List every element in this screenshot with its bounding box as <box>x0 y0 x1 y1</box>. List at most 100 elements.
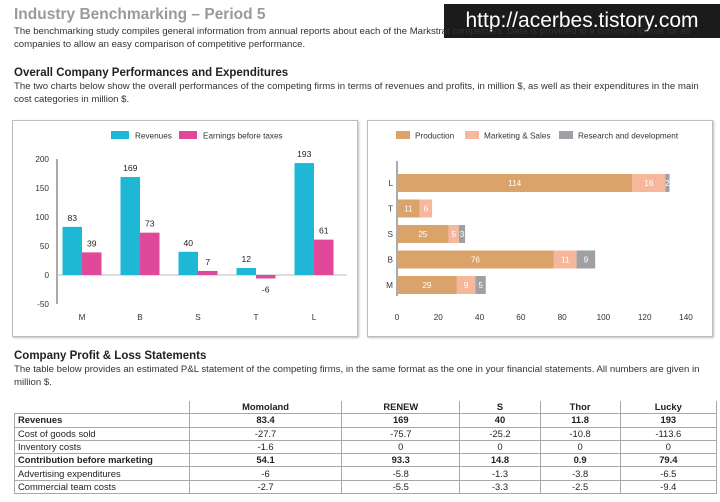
performance-section-title: Overall Company Performances and Expendi… <box>14 67 289 79</box>
table-row: Contribution before marketing 54.1 93.3 14.… <box>14 453 718 468</box>
bar-segment-L-1 <box>632 174 666 192</box>
bar-revenues-B <box>120 176 140 275</box>
bar-segment-B-0 <box>397 250 554 269</box>
table-cell: 79.4 <box>619 453 718 468</box>
pl-header-blank <box>14 401 190 415</box>
table-cell: 0 <box>341 439 461 455</box>
data-label: 39 <box>87 238 97 248</box>
bar-revenues-M <box>62 226 82 275</box>
legend-label-0: Production <box>415 132 455 141</box>
table-cell: -9.4 <box>619 479 718 495</box>
watermark: http://acerbes.tistory.com <box>444 4 720 38</box>
table-row: Revenues 83.4 169 40 11.8 193 <box>14 413 718 428</box>
segment-label: 16 <box>644 179 654 188</box>
x-tick-5: 100 <box>597 313 611 322</box>
table-cell: 40 <box>459 413 541 428</box>
data-label: -6 <box>262 284 270 294</box>
segment-label: 2 <box>665 179 670 188</box>
row-label: Revenues <box>14 413 190 428</box>
table-cell: -27.7 <box>188 426 343 441</box>
table-cell: -5.5 <box>341 479 461 495</box>
x-tick-T: T <box>253 313 258 322</box>
segment-label: 76 <box>471 256 481 265</box>
revenue-earnings-chart-panel: Revenues Earnings before taxes -50 0 50 100 15… <box>12 120 358 337</box>
y-tick-M: M <box>386 281 393 290</box>
bar-earnings-before-taxes-M <box>82 252 102 275</box>
revenue-earnings-chart: Revenues Earnings before taxes -50 0 50 100 15… <box>35 131 347 322</box>
data-label: 193 <box>297 149 312 159</box>
segment-label: 9 <box>584 256 589 265</box>
bar-revenues-T <box>236 268 256 275</box>
table-cell: 83.4 <box>188 413 343 428</box>
y-tick-2: 50 <box>40 242 50 251</box>
bar-segment-M-0 <box>397 276 457 294</box>
segment-label: 11 <box>561 256 570 265</box>
x-tick-0: 0 <box>395 313 400 322</box>
bar-segment-T-1 <box>419 199 433 218</box>
legend-swatch-1 <box>179 131 197 139</box>
table-cell: -75.7 <box>341 426 461 441</box>
table-cell: 169 <box>341 413 461 428</box>
pl-header-momoland: Momoland <box>188 401 343 415</box>
x-tick-2: 40 <box>475 313 485 322</box>
y-tick-1: 0 <box>44 271 49 280</box>
bar-segment-L-2 <box>665 174 670 192</box>
table-cell: 0 <box>619 439 718 455</box>
bar-earnings-before-taxes-T <box>256 275 276 279</box>
legend-label-2: Research and development <box>578 132 679 141</box>
bar-segment-M-2 <box>475 276 486 294</box>
table-row: Commercial team costs -2.7 -5.5 -3.3 -2.5 -9.… <box>14 479 718 495</box>
data-label: 7 <box>205 257 210 267</box>
data-label: 83 <box>67 213 77 223</box>
pl-header-lucky: Lucky <box>619 401 718 415</box>
expenditures-chart: Production Marketing & Sales Research and … <box>386 131 693 322</box>
table-cell: 14.8 <box>459 453 541 468</box>
bar-segment-M-1 <box>456 276 476 294</box>
bar-segment-T-0 <box>397 199 420 218</box>
y-tick-L: L <box>388 179 393 188</box>
segment-label: 5 <box>451 230 456 239</box>
table-cell: -2.7 <box>188 479 343 495</box>
legend-swatch-0 <box>111 131 129 139</box>
x-tick-3: 60 <box>516 313 526 322</box>
segment-label: 11 <box>404 205 413 214</box>
legend-label-0: Revenues <box>135 132 172 141</box>
bar-segment-L-0 <box>397 174 633 192</box>
table-cell: 0 <box>539 439 621 455</box>
row-label: Contribution before marketing <box>14 453 190 468</box>
table-row: Inventory costs -1.6 0 0 0 0 <box>14 439 718 455</box>
table-cell: 193 <box>619 413 718 428</box>
pl-header-thor: Thor <box>539 401 621 415</box>
legend-label-1: Marketing & Sales <box>484 132 550 141</box>
table-cell: -5.8 <box>341 466 461 481</box>
pl-section-text: The table below provides an estimated P&… <box>14 364 700 388</box>
bar-segment-B-2 <box>576 250 596 269</box>
pl-header-s: S <box>459 401 541 415</box>
data-label: 12 <box>241 254 251 264</box>
legend-swatch-0 <box>396 131 410 139</box>
table-cell: -3.3 <box>459 479 541 495</box>
data-label: 169 <box>123 163 138 173</box>
segment-label: 5 <box>478 281 483 290</box>
bar-revenues-S <box>178 251 198 275</box>
x-tick-L: L <box>312 313 317 322</box>
x-tick-S: S <box>195 313 201 322</box>
x-tick-1: 20 <box>434 313 444 322</box>
y-tick-T: T <box>388 205 393 214</box>
row-label: Cost of goods sold <box>14 426 190 441</box>
pl-section-title: Company Profit & Loss Statements <box>14 350 207 362</box>
data-label: 73 <box>145 219 155 229</box>
bar-segment-S-2 <box>458 225 466 243</box>
x-tick-6: 120 <box>638 313 652 322</box>
row-label: Advertising expenditures <box>14 466 190 481</box>
table-cell: -113.6 <box>619 426 718 441</box>
pl-table: Momoland RENEW S Thor Lucky Revenues 83.4… <box>14 401 718 495</box>
segment-label: 9 <box>464 281 469 290</box>
table-cell: 54.1 <box>188 453 343 468</box>
table-cell: 11.8 <box>539 413 621 428</box>
pl-header-renew: RENEW <box>341 401 461 415</box>
x-tick-M: M <box>79 313 86 322</box>
y-tick-4: 150 <box>35 184 49 193</box>
legend-swatch-1 <box>465 131 479 139</box>
page-title: Industry Benchmarking – Period 5 <box>14 6 266 23</box>
